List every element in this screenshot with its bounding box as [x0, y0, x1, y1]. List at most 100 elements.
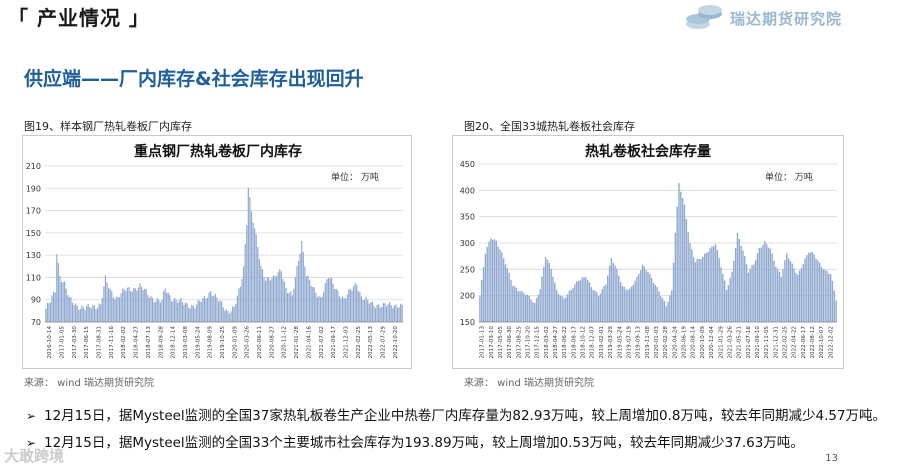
- chart-bar: [142, 290, 144, 322]
- watermark: 大敢跨境: [4, 447, 65, 465]
- chart-bar: [312, 287, 314, 322]
- chart-bar: [510, 280, 512, 322]
- chart-bar: [365, 296, 367, 322]
- chart-bar: [137, 287, 140, 322]
- chart-bar: [279, 269, 281, 322]
- chart-bar: [769, 248, 772, 322]
- chart-bar: [599, 293, 602, 322]
- chart-bar: [795, 272, 797, 322]
- chart-bar: [227, 310, 229, 322]
- chart-bar: [630, 286, 633, 322]
- chart-bar: [702, 256, 704, 322]
- chart-bar: [136, 290, 138, 322]
- chart-bar: [596, 292, 598, 322]
- chart-bar: [628, 288, 631, 322]
- chart-bar: [815, 258, 817, 322]
- chart-bar: [530, 299, 532, 322]
- chart-bar: [526, 294, 529, 322]
- x-tick-label: 2020-12-04: [709, 326, 715, 359]
- chart-bar: [691, 249, 693, 322]
- x-tick-label: 2020-06-19: [682, 326, 688, 359]
- chart-bar: [84, 309, 86, 322]
- chart-bar: [820, 266, 823, 322]
- chart-bar: [557, 293, 560, 322]
- chart-bar: [683, 204, 686, 322]
- chart-bar: [806, 255, 808, 322]
- bullet-item: ➢ 12月15日，据Mysteel监测的全国33个主要城市社会库存为193.89万…: [26, 431, 804, 451]
- chart-bar: [745, 264, 748, 322]
- chart-bar: [246, 225, 248, 322]
- chart-bar: [65, 288, 67, 322]
- chart-bar: [641, 264, 644, 322]
- chart-bar: [122, 288, 124, 322]
- x-tick-label: 2020-01-03: [654, 326, 660, 359]
- chart-bar: [398, 307, 400, 322]
- x-tick-label: 2021-01-29: [718, 326, 724, 359]
- chart-bar: [665, 306, 667, 322]
- chart-bar: [627, 289, 629, 322]
- chart-bar: [274, 275, 276, 322]
- x-tick-label: 2018-06-22: [562, 326, 568, 359]
- right-source: 来源： wind 瑞达期货研究院: [464, 378, 594, 389]
- chart-bar: [771, 253, 773, 322]
- chart-bar: [548, 262, 551, 322]
- chart-bar: [265, 280, 267, 322]
- x-tick-label: 2019-09-13: [636, 326, 642, 359]
- chart-bar: [346, 294, 348, 322]
- y-tick-label: 110: [26, 273, 41, 282]
- chart-bar: [722, 273, 724, 322]
- chart-bar: [194, 308, 196, 322]
- chart-bar: [565, 297, 567, 322]
- chart-bar: [667, 301, 669, 322]
- chart-bar: [778, 272, 781, 322]
- chart-bar: [713, 246, 715, 322]
- chart-bar: [308, 279, 311, 322]
- chart-bar: [601, 288, 603, 322]
- chart-bar: [56, 254, 58, 322]
- x-tick-label: 2018-08-17: [571, 326, 577, 359]
- x-tick-label: 2021-11-05: [764, 326, 770, 359]
- chart-bar: [561, 296, 563, 322]
- x-tick-label: 2022-07-29: [380, 326, 386, 359]
- left-chart: 重点钢厂热轧卷板厂内库存 单位： 万吨 70 90 110 130 150 170 190 210…: [22, 135, 412, 369]
- chart-bar: [395, 304, 397, 322]
- chart-bar: [800, 268, 803, 322]
- x-tick-label: 2018-09-28: [158, 326, 164, 359]
- chart-bar: [535, 298, 538, 322]
- chart-bar: [544, 257, 547, 322]
- chart-bar: [236, 295, 238, 322]
- chart-bar: [822, 269, 824, 322]
- bullet-text: 12月15日，据Mysteel监测的全国37家热轧板卷生产企业中热卷厂内库存量为…: [44, 408, 887, 424]
- x-tick-label: 2019-03-29: [608, 326, 614, 359]
- chart-bar: [559, 295, 561, 322]
- chart-bar: [541, 276, 543, 322]
- chart-bar: [647, 271, 649, 322]
- chart-bar: [773, 260, 775, 322]
- chart-bar: [767, 247, 770, 322]
- chart-bar: [623, 286, 625, 322]
- section-title: 「 产业情况 」: [8, 6, 150, 30]
- chart-bar: [621, 285, 624, 322]
- chart-bar: [290, 291, 292, 322]
- chart-bar: [184, 302, 187, 322]
- chart-bar: [192, 305, 194, 322]
- chart-bar: [82, 307, 85, 322]
- chart-bar: [817, 260, 819, 322]
- chart-bar: [71, 302, 74, 322]
- x-tick-label: 2017-01-13: [480, 326, 486, 359]
- chart-bar: [592, 290, 594, 322]
- chart-bar: [396, 307, 399, 322]
- chart-bar: [515, 287, 518, 322]
- chart-bar: [762, 244, 764, 322]
- chart-bar: [570, 289, 572, 322]
- x-tick-label: 2019-08-09: [208, 326, 214, 359]
- x-tick-label: 2018-03-02: [544, 326, 550, 359]
- x-tick-label: 2022-10-07: [819, 326, 825, 359]
- chart-bar: [802, 264, 804, 322]
- chart-bar: [293, 288, 295, 322]
- chart-bar: [334, 288, 336, 322]
- chart-bar: [54, 292, 56, 322]
- chart-bar: [579, 280, 582, 322]
- chart-bar: [672, 262, 675, 322]
- bullet-item: ➢ 12月15日，据Mysteel监测的全国37家热轧板卷生产企业中热卷厂内库存量…: [26, 404, 886, 424]
